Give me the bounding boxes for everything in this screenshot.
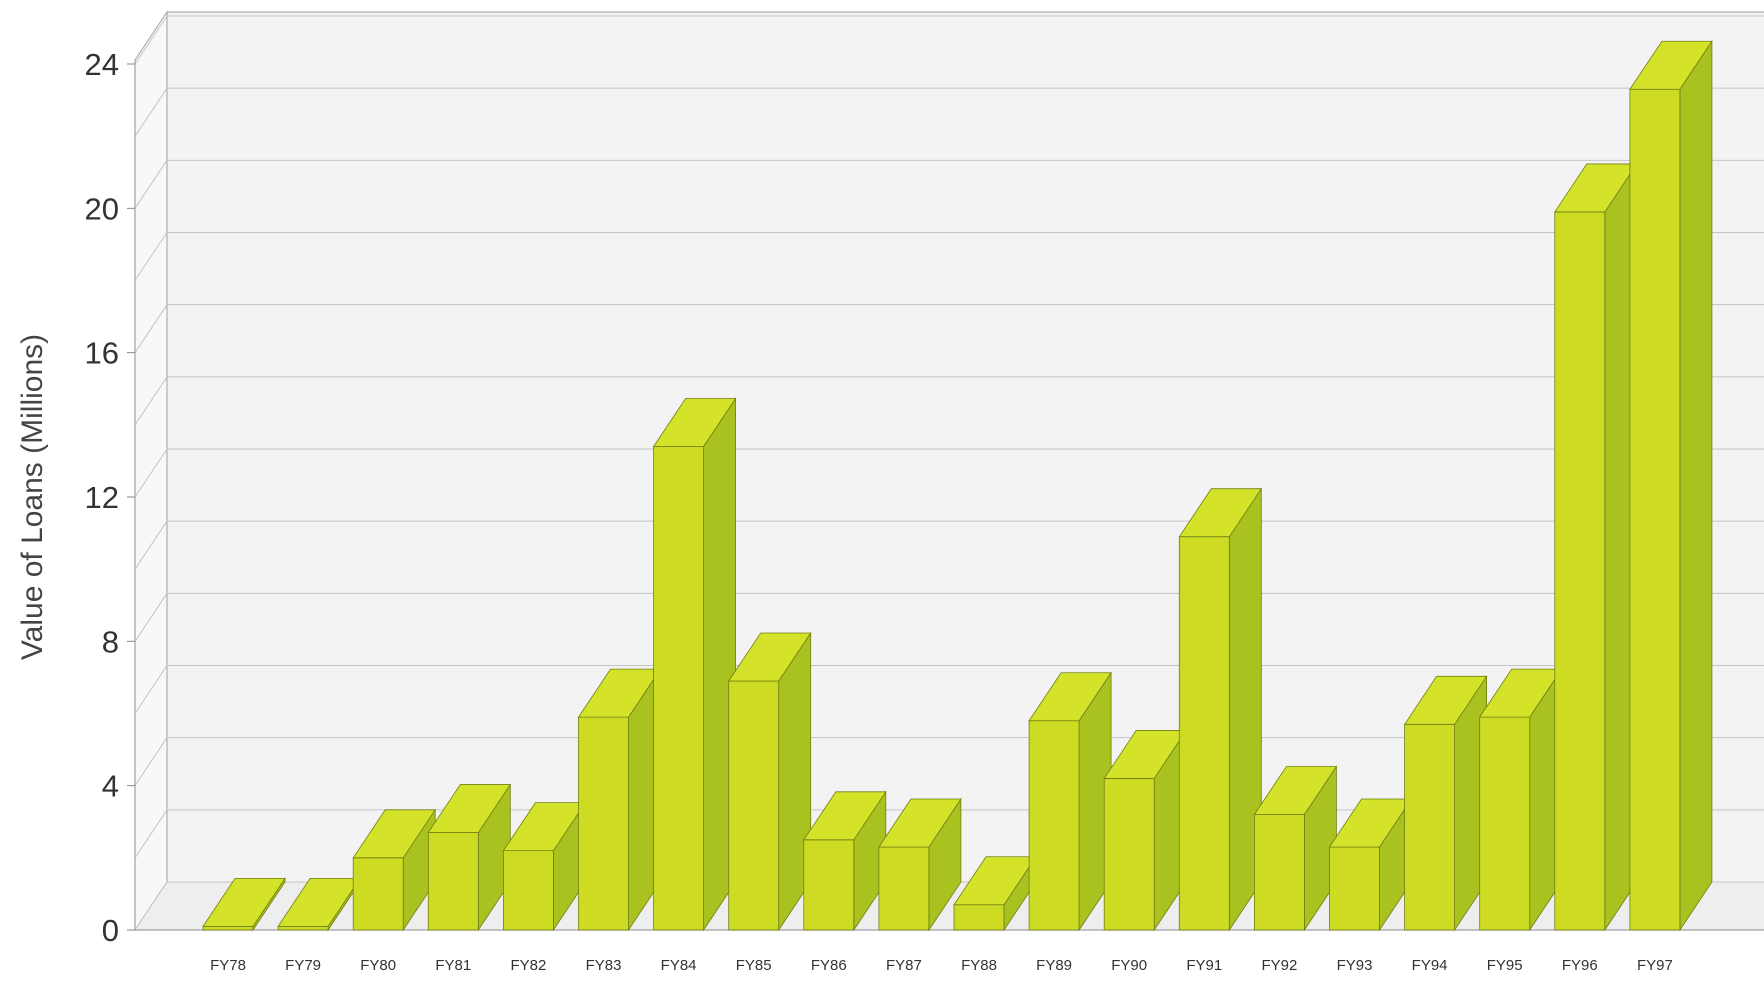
x-tick-label: FY88 [961,957,997,974]
gridline-diagonal [134,304,168,353]
bar-top [352,809,436,859]
gridline-diagonal [134,87,168,137]
y-tick-label: 24 [85,47,119,82]
bar-top [652,398,737,447]
y-tick-label: 4 [102,769,119,804]
x-tick-label: FY86 [811,957,847,974]
gridline-diagonal [134,881,168,931]
y-tick-label: 16 [85,336,119,371]
x-tick-label: FY78 [210,957,246,974]
x-tick-label: FY90 [1111,957,1147,974]
bar-front [1554,211,1606,931]
bar-front [277,925,329,931]
bar-fy83 [577,667,662,932]
x-tick-label: FY91 [1186,957,1222,974]
bar-top [427,784,512,833]
bar-fy84 [652,397,737,932]
gridline-diagonal [134,809,168,859]
x-tick-label: FY94 [1412,957,1448,974]
bar-front [352,857,404,931]
bar-fy82 [502,801,587,932]
x-tick-label: FY80 [360,957,396,974]
bar-front [1103,778,1155,931]
x-tick-label: FY95 [1487,957,1523,974]
bar-front [1404,723,1455,931]
gridline-diagonal [134,737,168,786]
bar-front [803,839,855,931]
x-tick-label: FY79 [285,957,321,974]
bar-fy81 [427,783,512,932]
bar-front [878,846,930,931]
y-axis-label: Value of Loans (Millions) [16,334,49,660]
gridline-diagonal [134,376,168,426]
bar-fy86 [803,790,887,932]
y-tick-label: 8 [102,624,119,659]
bar-fy93 [1328,797,1413,932]
bar-front [728,680,780,931]
bar-front [202,925,254,931]
bar-fy94 [1403,675,1488,932]
gridline-diagonal [134,232,168,281]
bar-front [502,850,554,931]
x-tick-label: FY85 [736,957,772,974]
x-tick-label: FY89 [1036,957,1072,974]
bar-fy96 [1554,162,1638,932]
bar-front [1178,536,1230,931]
bar-top [803,791,887,841]
x-axis: FY78 FY79 FY80 FY81 FY82 FY83 FY84 FY85 FY86 FY87… [210,957,1673,974]
gridline-diagonal [134,520,168,570]
gridline-diagonal [134,593,168,642]
bar-top [727,632,812,682]
y-axis: 0 4 8 12 16 20 24 [85,47,136,948]
bar-side [1679,39,1713,932]
y-tick-label: 20 [85,191,119,226]
back-wall [167,12,1764,882]
bar-top [1629,40,1713,90]
bar-front [1329,846,1380,931]
gridline-diagonal [134,15,168,65]
bar-top [1403,675,1488,725]
bar-fy92 [1253,765,1338,932]
bar-front [1254,814,1305,931]
x-tick-label: FY97 [1637,957,1673,974]
gridline-diagonal [134,160,168,209]
bar-top [1178,488,1263,538]
x-tick-label: FY87 [886,957,922,974]
y-tick-label: 0 [102,913,119,948]
gridline-diagonal [134,665,168,714]
x-tick-label: FY93 [1337,957,1373,974]
bar-fy97 [1629,39,1713,932]
bar-front [953,904,1005,931]
x-tick-label: FY92 [1261,957,1297,974]
bar-fy91 [1178,487,1263,932]
bar-fy87 [878,797,962,932]
side-wall [134,10,168,932]
x-tick-label: FY96 [1562,957,1598,974]
x-tick-label: FY84 [661,957,697,974]
gridline-diagonal [134,448,168,498]
bar-top [1253,766,1338,815]
bar-fy95 [1478,667,1563,932]
bar-front [578,716,629,931]
bar-group [202,39,1713,932]
bar-top [878,798,962,848]
y-tick-label: 12 [85,480,119,515]
bar-top [202,877,286,927]
bar-fy78 [202,877,286,932]
bar-front [427,832,479,931]
bar-front [653,446,704,931]
x-tick-label: FY82 [510,957,546,974]
x-tick-label: FY81 [435,957,471,974]
bar-top [1028,672,1112,722]
bar-front [1479,716,1531,931]
bar-fy90 [1103,729,1187,932]
bar-front [1028,720,1080,931]
bar-front [1629,88,1681,931]
bar-fy88 [953,855,1037,932]
bar-fy85 [727,631,812,932]
x-tick-label: FY83 [586,957,622,974]
bar-fy89 [1028,671,1112,932]
